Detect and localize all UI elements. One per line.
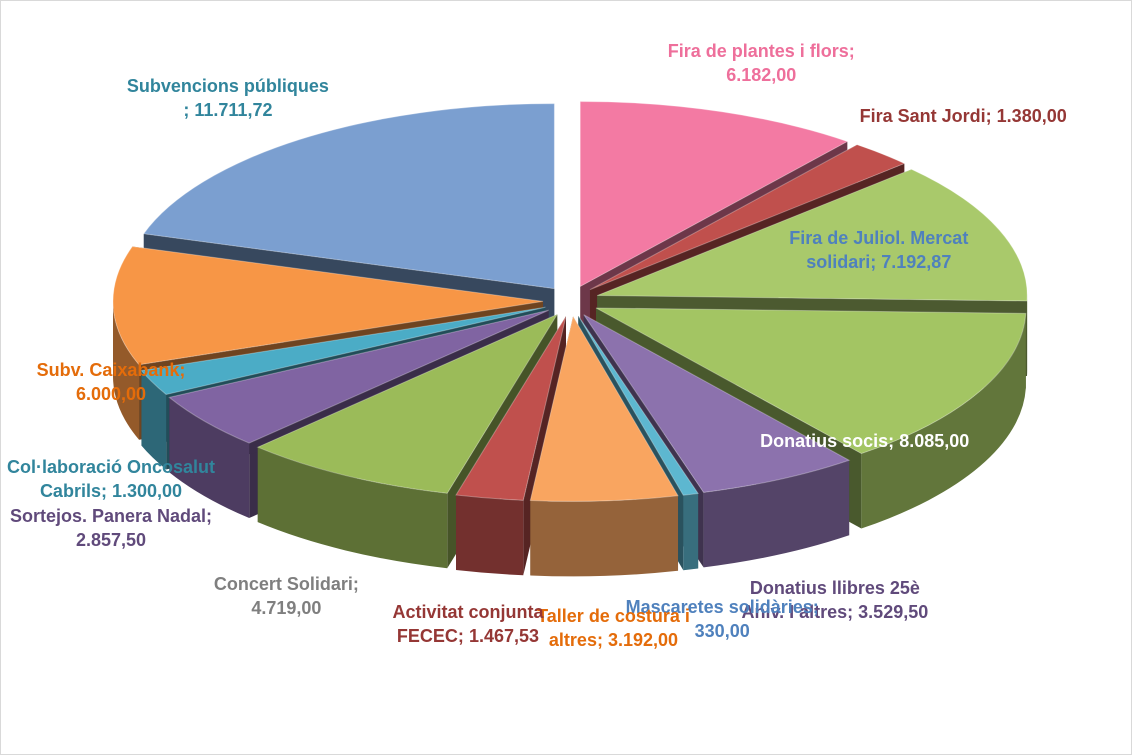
category-label: Sortejos. Panera Nadal;	[9, 505, 213, 526]
value-label: 6.000,00	[75, 384, 147, 405]
category-label: Fira de Juliol. Mercat solidari;	[789, 227, 969, 272]
slice-side	[861, 313, 1026, 529]
category-label: Subvencions públiques ;	[126, 75, 329, 120]
slice	[455, 315, 567, 501]
slice	[529, 315, 679, 502]
slice-side	[257, 447, 448, 569]
category-label: Donatius socis;	[760, 431, 895, 452]
data-label: Subv. Caixabank; 6.000,00	[6, 358, 216, 406]
slice	[577, 315, 700, 496]
value-label: 1.380,00	[996, 105, 1067, 126]
data-label: Mascaretes solidàries; 330,00	[617, 595, 827, 643]
data-label: Fira de plantes i flors; 6.182,00	[656, 39, 866, 87]
value-label: 6.182,00	[726, 64, 797, 85]
slice-side	[141, 370, 167, 470]
category-label: Mascaretes solidàries;	[625, 597, 819, 618]
slice	[595, 307, 1027, 455]
value-label: 3.529,50	[858, 602, 929, 623]
slice	[168, 309, 549, 444]
slice	[597, 168, 1028, 302]
data-label: Taller de costura i altres; 3.192,00	[508, 604, 718, 652]
value-label: 4.719,00	[251, 597, 322, 618]
value-label: 11.711,72	[194, 99, 273, 120]
value-label: 8.085,00	[899, 431, 970, 452]
value-label: 1.467,53	[468, 626, 540, 647]
data-label: Fira Sant Jordi; 1.380,00	[858, 104, 1068, 128]
slice-side	[169, 397, 250, 519]
category-label: Activitat conjunta FECEC;	[392, 602, 544, 647]
slice	[589, 144, 906, 291]
slice	[579, 100, 849, 288]
data-label: Activitat conjunta FECEC; 1.467,53	[363, 600, 573, 648]
data-label: Subvencions públiques ; 11.711,72	[123, 74, 333, 122]
value-label: 7.192,87	[881, 251, 952, 272]
slice-side	[456, 495, 524, 576]
slice-tops	[112, 100, 1028, 502]
slice	[112, 246, 544, 366]
value-label: 1.300,00	[111, 480, 183, 501]
value-label: 2.857,50	[75, 529, 147, 550]
slice	[583, 314, 851, 493]
category-label: Subv. Caixabank;	[36, 360, 186, 381]
category-label: Donatius llibres 25è Aniv. I altres;	[741, 578, 920, 623]
category-label: Fira de plantes i flors;	[667, 40, 855, 61]
slice-side	[703, 460, 850, 568]
slice-side	[530, 495, 679, 577]
category-label: Col·laboració Oncosalut Cabrils;	[6, 456, 216, 501]
slice-side	[683, 493, 699, 571]
slice	[140, 306, 546, 395]
data-label: Concert Solidari; 4.719,00	[181, 572, 391, 620]
value-label: 3.192,00	[607, 629, 679, 650]
data-label: Sortejos. Panera Nadal; 2.857,50	[6, 504, 216, 552]
category-label: Fira Sant Jordi;	[859, 105, 992, 126]
value-label: 330,00	[694, 621, 750, 642]
slice-side	[113, 301, 140, 440]
data-label: Donatius llibres 25è Aniv. I altres; 3.5…	[730, 576, 940, 624]
data-label: Fira de Juliol. Mercat solidari; 7.192,8…	[774, 226, 984, 274]
data-label: Col·laboració Oncosalut Cabrils; 1.300,0…	[6, 455, 216, 503]
data-label: Donatius socis; 8.085,00	[760, 429, 970, 453]
slice	[142, 103, 555, 290]
slice	[256, 313, 559, 494]
category-label: Taller de costura i altres;	[537, 605, 690, 650]
category-label: Concert Solidari;	[213, 573, 359, 594]
